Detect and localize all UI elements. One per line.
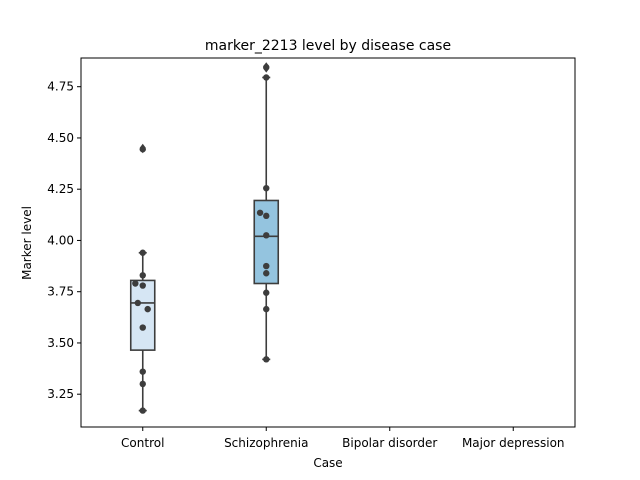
data-points [132, 64, 270, 414]
x-tick-label: Bipolar disorder [342, 436, 437, 450]
y-tick-label: 3.25 [47, 387, 74, 401]
data-point [263, 262, 270, 270]
data-point [256, 209, 264, 216]
data-point [139, 249, 146, 256]
data-point [139, 380, 146, 388]
data-point [139, 146, 146, 153]
y-tick-label: 3.75 [47, 285, 74, 299]
data-point [263, 74, 270, 81]
data-point [139, 272, 146, 279]
y-tick-label: 4.50 [47, 131, 74, 145]
data-point [263, 305, 270, 313]
data-point [263, 270, 270, 277]
data-point [139, 282, 146, 289]
plot-area [80, 57, 576, 428]
x-tick-label: Schizophrenia [224, 436, 308, 450]
x-tick-label: Major depression [462, 436, 565, 450]
data-point [144, 305, 151, 313]
y-tick-label: 3.50 [47, 336, 74, 350]
x-tick-label: Control [121, 436, 164, 450]
y-tick-label: 4.75 [47, 80, 74, 94]
data-point [263, 289, 270, 296]
data-point [132, 280, 139, 287]
box-body [129, 279, 156, 351]
data-point [263, 232, 270, 239]
data-point [263, 212, 270, 220]
data-point [139, 324, 146, 331]
y-axis: 3.25 3.50 3.75 4.00 4.25 4.50 4.75 [47, 80, 81, 401]
x-axis-label: Case [313, 456, 342, 470]
y-tick-label: 4.25 [47, 182, 74, 196]
y-tick-label: 4.00 [47, 233, 74, 247]
data-point [263, 64, 270, 71]
data-point [139, 407, 146, 414]
data-point [134, 299, 142, 307]
x-axis: Control Schizophrenia Bipolar disorder Majo… [121, 427, 565, 450]
data-point [139, 368, 146, 375]
chart-title: marker_2213 level by disease case [205, 38, 451, 54]
plot-frame [80, 57, 576, 428]
y-axis-label: Marker level [20, 206, 34, 280]
data-point [263, 184, 270, 192]
data-point [263, 356, 270, 363]
